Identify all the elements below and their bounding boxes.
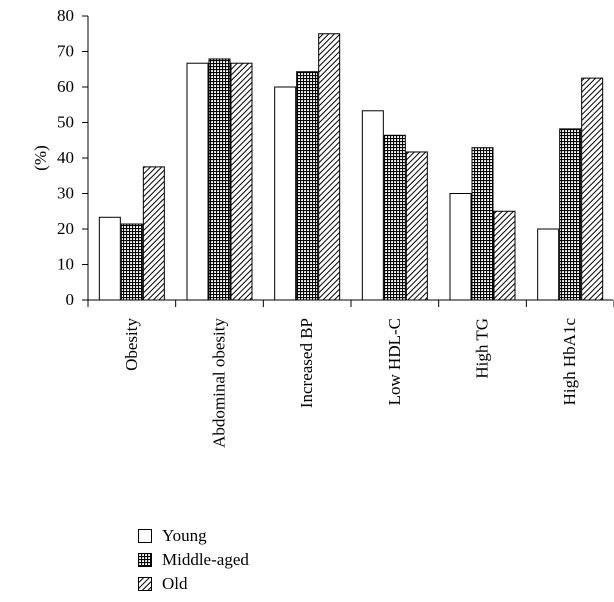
bar-old-low-hdl-c: [405, 151, 428, 301]
bar-young-increased-bp: [274, 86, 297, 301]
bar-old-abdominal-obesity: [230, 62, 253, 301]
bar-middle-aged-obesity: [120, 223, 143, 301]
x-tick-label-obesity: Obesity: [122, 318, 141, 371]
legend: Young Middle-aged Old: [138, 524, 249, 596]
y-tick-label-50: 50: [57, 113, 74, 132]
legend-label-old: Old: [162, 574, 188, 593]
bar-middle-aged-low-hdl-c: [383, 134, 406, 301]
legend-swatch-old: [138, 577, 152, 591]
legend-label-middle-aged: Middle-aged: [162, 550, 249, 569]
legend-label-young: Young: [162, 526, 207, 545]
y-axis-label: (%): [31, 145, 50, 170]
legend-item-young: Young: [138, 524, 249, 548]
chart-labels: 0 10 20 30 40 50 60 70 80 (%) Obesity Abdominal obe…: [31, 6, 579, 448]
y-tick-label-30: 30: [57, 184, 74, 203]
legend-swatch-young: [138, 529, 152, 543]
legend-item-old: Old: [138, 572, 249, 596]
x-tick-label-low-hdl-c: Low HDL-C: [385, 318, 404, 405]
bar-middle-aged-abdominal-obesity: [208, 58, 231, 301]
chart-bars: [98, 33, 604, 301]
bar-middle-aged-increased-bp: [296, 71, 319, 301]
x-tick-label-abdominal-obesity: Abdominal obesity: [210, 318, 229, 448]
x-tick-label-high-tg: High TG: [473, 318, 492, 379]
legend-item-middle-aged: Middle-aged: [138, 548, 249, 572]
y-tick-label-80: 80: [57, 6, 74, 25]
bar-old-high-hba1c: [581, 77, 604, 301]
bar-young-obesity: [98, 216, 121, 301]
y-tick-label-40: 40: [57, 148, 74, 167]
bar-young-high-hba1c: [537, 228, 560, 301]
y-tick-label-0: 0: [66, 290, 75, 309]
bar-young-abdominal-obesity: [186, 62, 209, 301]
y-tick-label-10: 10: [57, 255, 74, 274]
bar-middle-aged-high-tg: [471, 147, 494, 301]
y-tick-label-70: 70: [57, 42, 74, 61]
bar-old-obesity: [142, 166, 165, 301]
y-tick-label-20: 20: [57, 219, 74, 238]
x-tick-label-increased-bp: Increased BP: [297, 318, 316, 408]
bar-chart: 0 10 20 30 40 50 60 70 80 (%) Obesity Abdominal obe…: [31, 6, 614, 448]
bar-young-low-hdl-c: [361, 110, 384, 301]
chart-axes: [82, 15, 614, 307]
bar-old-increased-bp: [318, 33, 341, 301]
y-tick-label-60: 60: [57, 77, 74, 96]
bar-young-high-tg: [449, 193, 472, 301]
legend-swatch-middle-aged: [138, 553, 152, 567]
bar-old-high-tg: [493, 210, 516, 301]
bar-middle-aged-high-hba1c: [559, 128, 582, 301]
x-tick-label-high-hba1c: High HbA1c: [560, 318, 579, 406]
